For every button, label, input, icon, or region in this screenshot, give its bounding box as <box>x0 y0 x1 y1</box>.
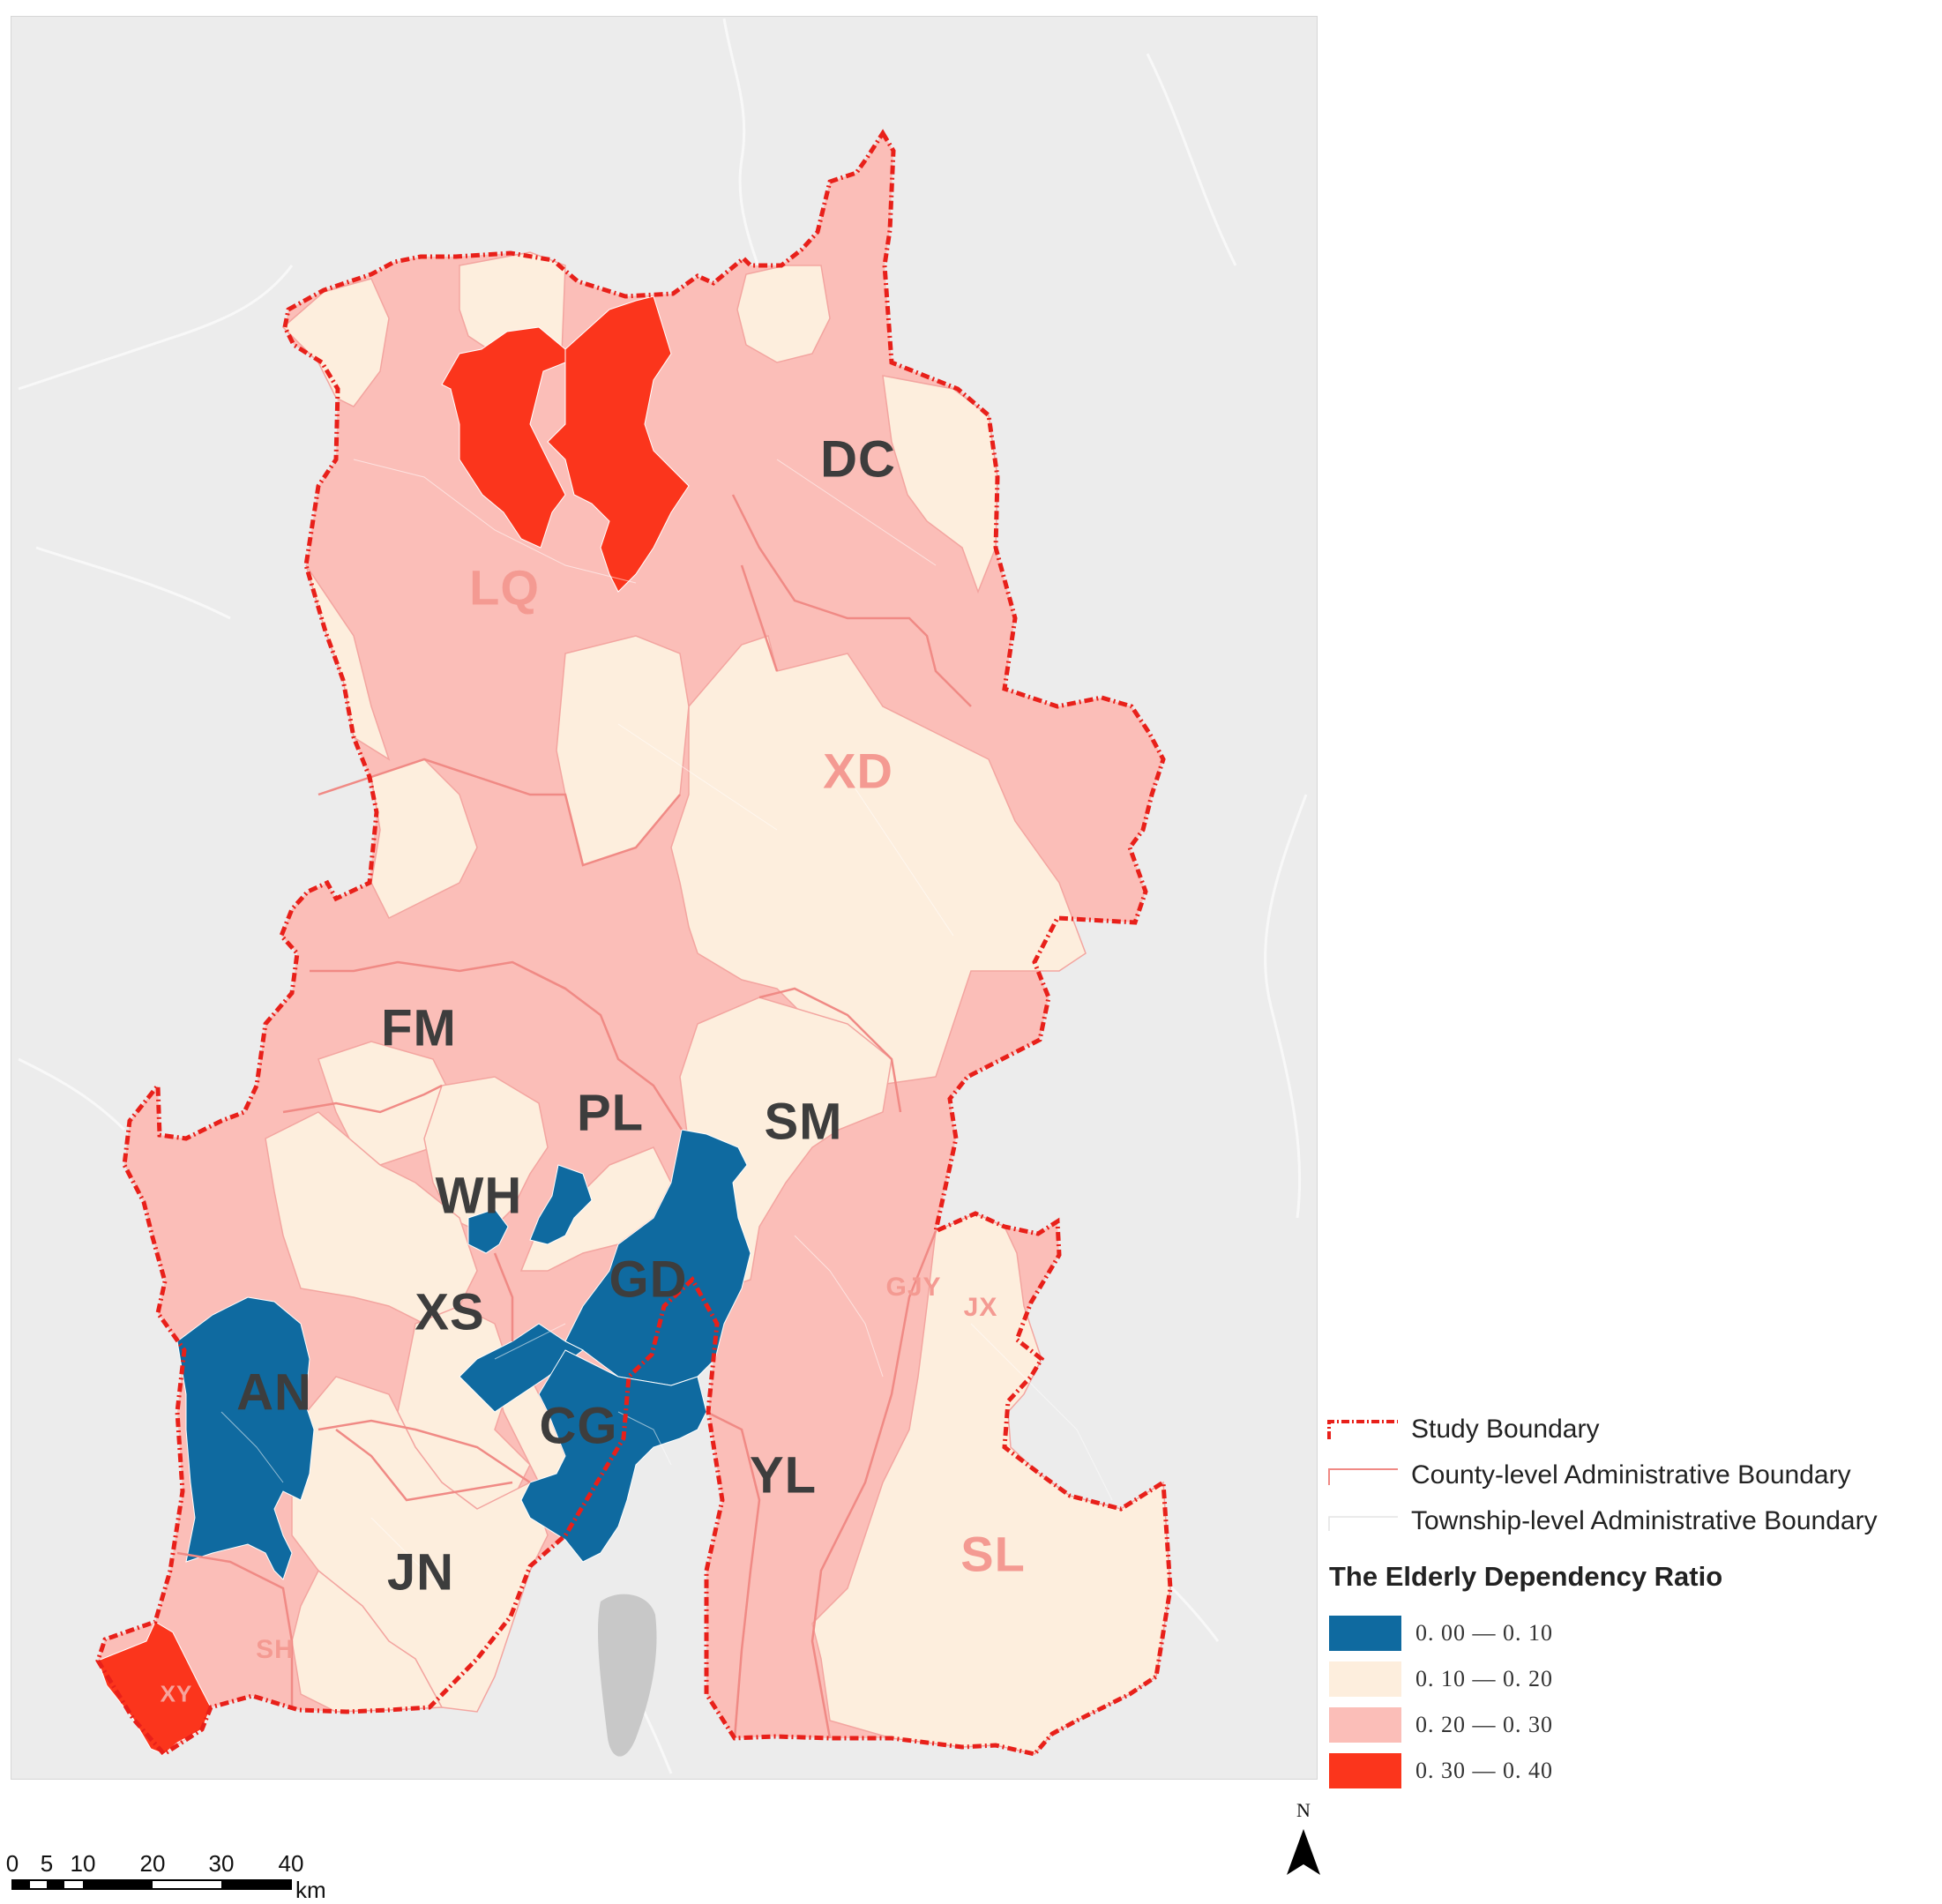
county-label-cg: CG <box>539 1397 618 1455</box>
township-boundary-symbol <box>1328 1516 1398 1531</box>
legend-class-4: 0. 30 — 0. 40 <box>1329 1753 1682 1790</box>
class-2-regions <box>265 251 1171 1755</box>
scale-tick-20: 20 <box>139 1850 166 1877</box>
map-panel: DC LQ XD FM PL SM WH GD XS AN CG GJY JX YL SL JN SH XY <box>11 16 1318 1780</box>
legend-county-boundary: County-level Administrative Boundary <box>1327 1459 1936 1494</box>
scale-tick-10: 10 <box>70 1850 96 1877</box>
county-label-sh: SH <box>256 1635 295 1664</box>
county-label-lq: LQ <box>469 559 540 616</box>
class-1-regions <box>176 1129 751 1580</box>
county-label-gd: GD <box>609 1251 688 1309</box>
north-arrow-icon <box>1287 1829 1320 1875</box>
legend: Study Boundary County-level Administrati… <box>1327 1411 1936 1788</box>
north-arrow: N <box>1281 1799 1326 1878</box>
county-label-dc: DC <box>820 430 896 489</box>
scale-tick-40: 40 <box>278 1850 304 1877</box>
study-region-fill <box>98 133 1170 1754</box>
north-letter: N <box>1296 1799 1311 1821</box>
region-wh-a <box>529 1164 593 1245</box>
legend-title: The Elderly Dependency Ratio <box>1329 1561 1723 1592</box>
county-boundary-symbol <box>1328 1468 1398 1485</box>
legend-class-3: 0. 20 — 0. 30 <box>1329 1707 1682 1744</box>
county-label-xs: XS <box>415 1283 485 1341</box>
scale-unit: km <box>295 1877 326 1903</box>
class-4-regions <box>97 295 690 1755</box>
legend-swatch-3 <box>1329 1707 1401 1743</box>
legend-county-boundary-label: County-level Administrative Boundary <box>1411 1460 1851 1490</box>
scale-bar: 0 5 10 20 30 40 km <box>5 1850 353 1903</box>
region-dc-north <box>736 265 831 363</box>
legend-swatch-1 <box>1329 1616 1401 1651</box>
county-label-sm: SM <box>764 1093 843 1151</box>
county-label-jx: JX <box>963 1293 998 1322</box>
county-label-xd: XD <box>823 743 893 799</box>
county-label-jn: JN <box>386 1543 455 1602</box>
county-label-xy: XY <box>160 1680 193 1707</box>
region-wh-b <box>467 1208 509 1254</box>
choropleth-map <box>18 18 1308 1774</box>
legend-class-1-label: 0. 00 — 0. 10 <box>1415 1620 1553 1646</box>
county-label-wh: WH <box>435 1167 523 1225</box>
county-label-fm: FM <box>381 999 457 1057</box>
township-boundaries <box>220 459 1113 1589</box>
legend-township-boundary: Township-level Administrative Boundary <box>1327 1505 1936 1540</box>
county-label-sl: SL <box>960 1526 1026 1582</box>
county-label-gjy: GJY <box>885 1273 942 1302</box>
region-fm-west <box>370 758 478 920</box>
county-label-an: AN <box>236 1363 312 1422</box>
region-xd-center <box>670 635 1087 1086</box>
legend-class-2: 0. 10 — 0. 20 <box>1329 1661 1682 1699</box>
scale-tick-0: 0 <box>5 1850 19 1877</box>
legend-study-boundary: Study Boundary <box>1327 1413 1936 1448</box>
lake <box>598 1594 657 1757</box>
study-boundary <box>95 129 1173 1758</box>
region-wh-north <box>423 1076 549 1236</box>
county-label-pl: PL <box>576 1084 645 1142</box>
legend-township-boundary-label: Township-level Administrative Boundary <box>1411 1506 1878 1535</box>
scale-bar-graphic <box>11 1879 292 1890</box>
study-boundary-symbol <box>1327 1420 1398 1439</box>
legend-swatch-4 <box>1329 1753 1401 1788</box>
region-an <box>176 1296 315 1580</box>
legend-swatch-2 <box>1329 1661 1401 1697</box>
region-lq-red <box>441 326 566 549</box>
legend-class-2-label: 0. 10 — 0. 20 <box>1415 1666 1553 1691</box>
legend-class-1: 0. 00 — 0. 10 <box>1329 1616 1682 1653</box>
region-lq-red-east <box>547 295 690 593</box>
region-cg <box>520 1349 707 1563</box>
county-label-yl: YL <box>749 1446 818 1505</box>
scale-tick-5: 5 <box>40 1850 54 1877</box>
legend-class-4-label: 0. 30 — 0. 40 <box>1415 1758 1553 1783</box>
county-boundaries <box>176 494 972 1739</box>
legend-class-3-label: 0. 20 — 0. 30 <box>1415 1712 1553 1737</box>
legend-study-boundary-label: Study Boundary <box>1411 1415 1600 1444</box>
region-lq-nw <box>281 278 390 407</box>
scale-tick-30: 30 <box>208 1850 235 1877</box>
